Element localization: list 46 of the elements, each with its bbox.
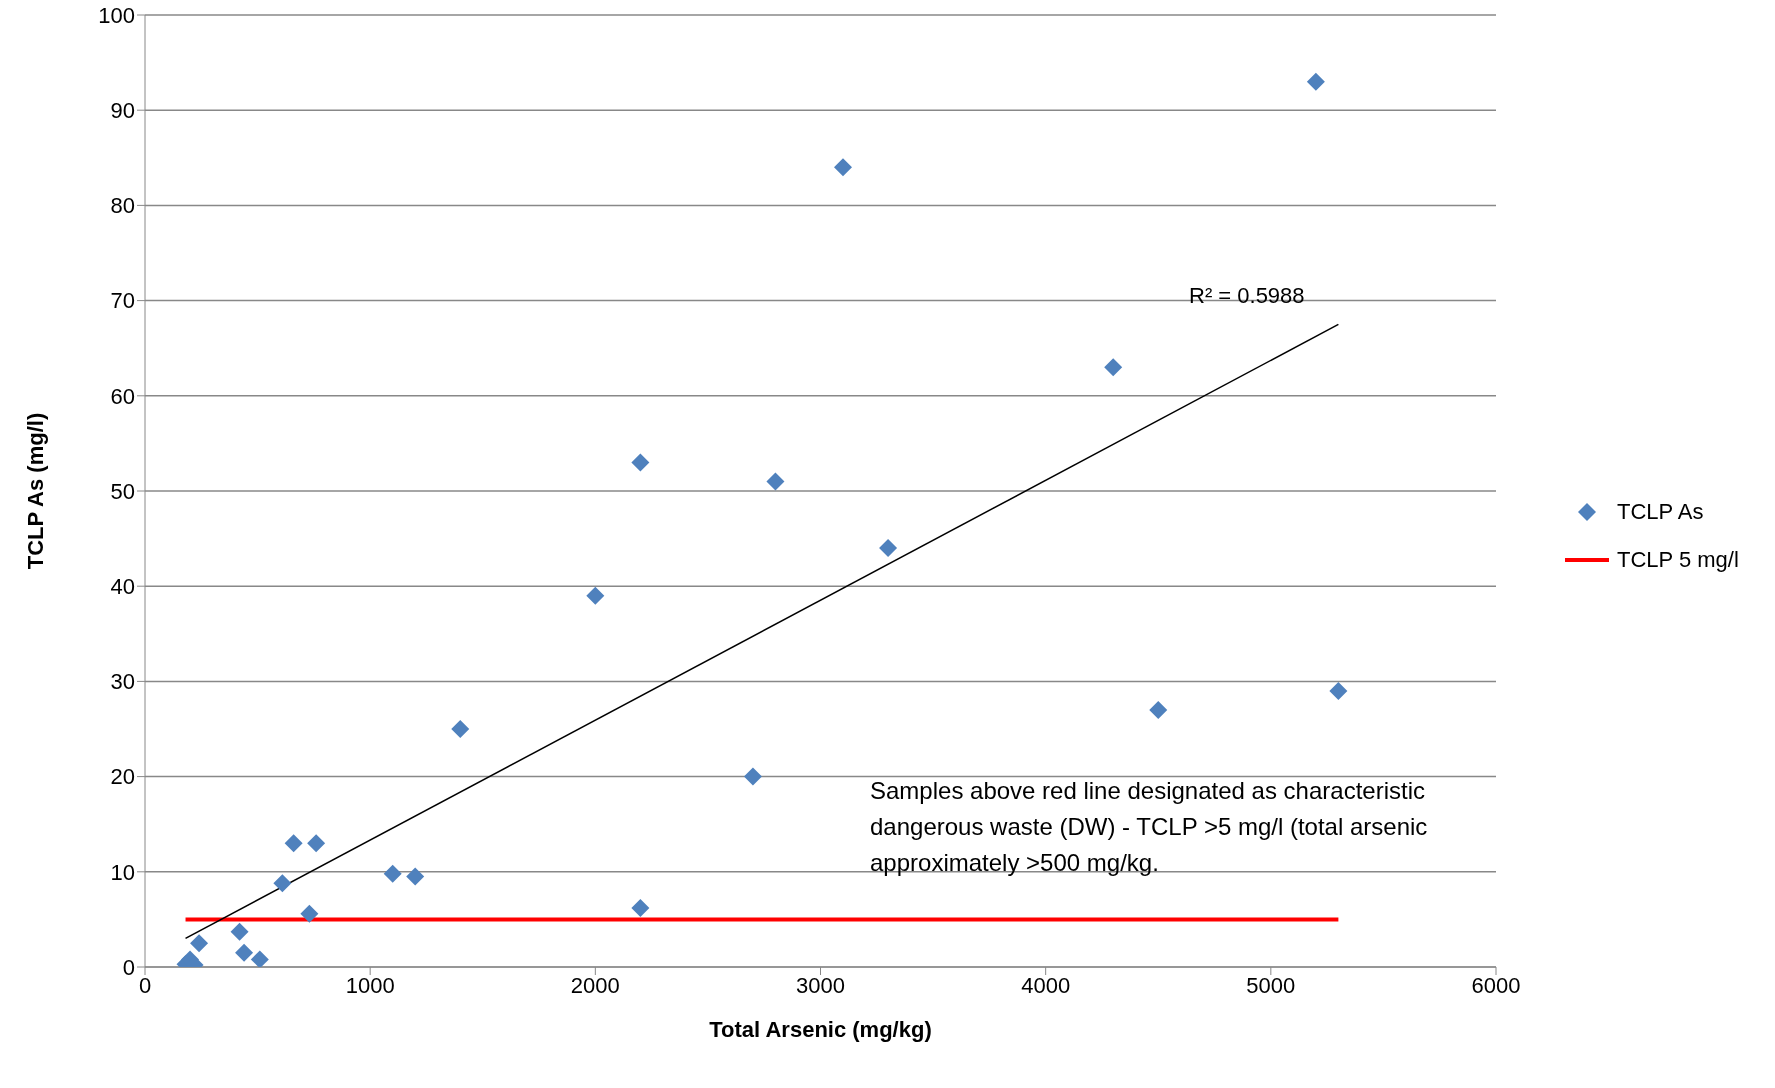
point: [406, 867, 425, 886]
point: [1329, 681, 1348, 700]
y-tick-label: 90: [110, 98, 135, 124]
y-tick-label: 0: [122, 954, 135, 980]
point: [300, 904, 319, 923]
y-tick-label: 30: [110, 669, 135, 695]
point: [190, 934, 209, 953]
y-axis-title: TCLP As (mg/l): [22, 412, 48, 570]
point: [1149, 700, 1168, 719]
point: [631, 453, 650, 472]
x-tick-label: 6000: [1471, 972, 1521, 998]
point: [250, 950, 269, 967]
point: [743, 767, 762, 786]
point: [631, 898, 650, 917]
y-tick-label: 10: [110, 859, 135, 885]
point: [834, 158, 853, 177]
x-axis-title: Total Arsenic (mg/kg): [709, 1017, 932, 1042]
annotation: R² = 0.5988: [1189, 283, 1305, 309]
point: [284, 834, 303, 853]
x-tick-label: 2000: [570, 972, 620, 998]
point: [1104, 358, 1123, 377]
point: [1306, 72, 1325, 91]
y-tick-label: 60: [110, 383, 135, 409]
y-tick-label: 70: [110, 288, 135, 314]
point: [273, 874, 292, 893]
point: [230, 922, 249, 941]
point: [235, 943, 254, 962]
point: [383, 864, 402, 883]
point: [879, 539, 898, 558]
point: [307, 834, 326, 853]
y-tick-label: 40: [110, 574, 135, 600]
x-tick-label: 1000: [345, 972, 395, 998]
x-tick-label: 3000: [796, 972, 845, 998]
x-tick-label: 0: [138, 972, 152, 998]
y-tick-label: 100: [98, 2, 135, 28]
y-tick-label: 80: [110, 193, 135, 219]
annotation: Samples above red line designated as characteristic dangerous waste (DW) - TCLP >5 mg/l (total arsenic approximately >500 mg/kg.: [870, 776, 1429, 878]
x-tick-label: 4000: [1021, 972, 1071, 998]
point: [451, 720, 470, 738]
point: [586, 586, 605, 605]
y-tick-label: 50: [110, 478, 135, 504]
point: [766, 472, 785, 491]
legend-label: TCLP 5 mg/l: [1617, 546, 1739, 574]
y-tick-label: 20: [110, 764, 135, 790]
legend-label: TCLP As: [1617, 498, 1704, 526]
x-tick-label: 5000: [1246, 972, 1296, 998]
